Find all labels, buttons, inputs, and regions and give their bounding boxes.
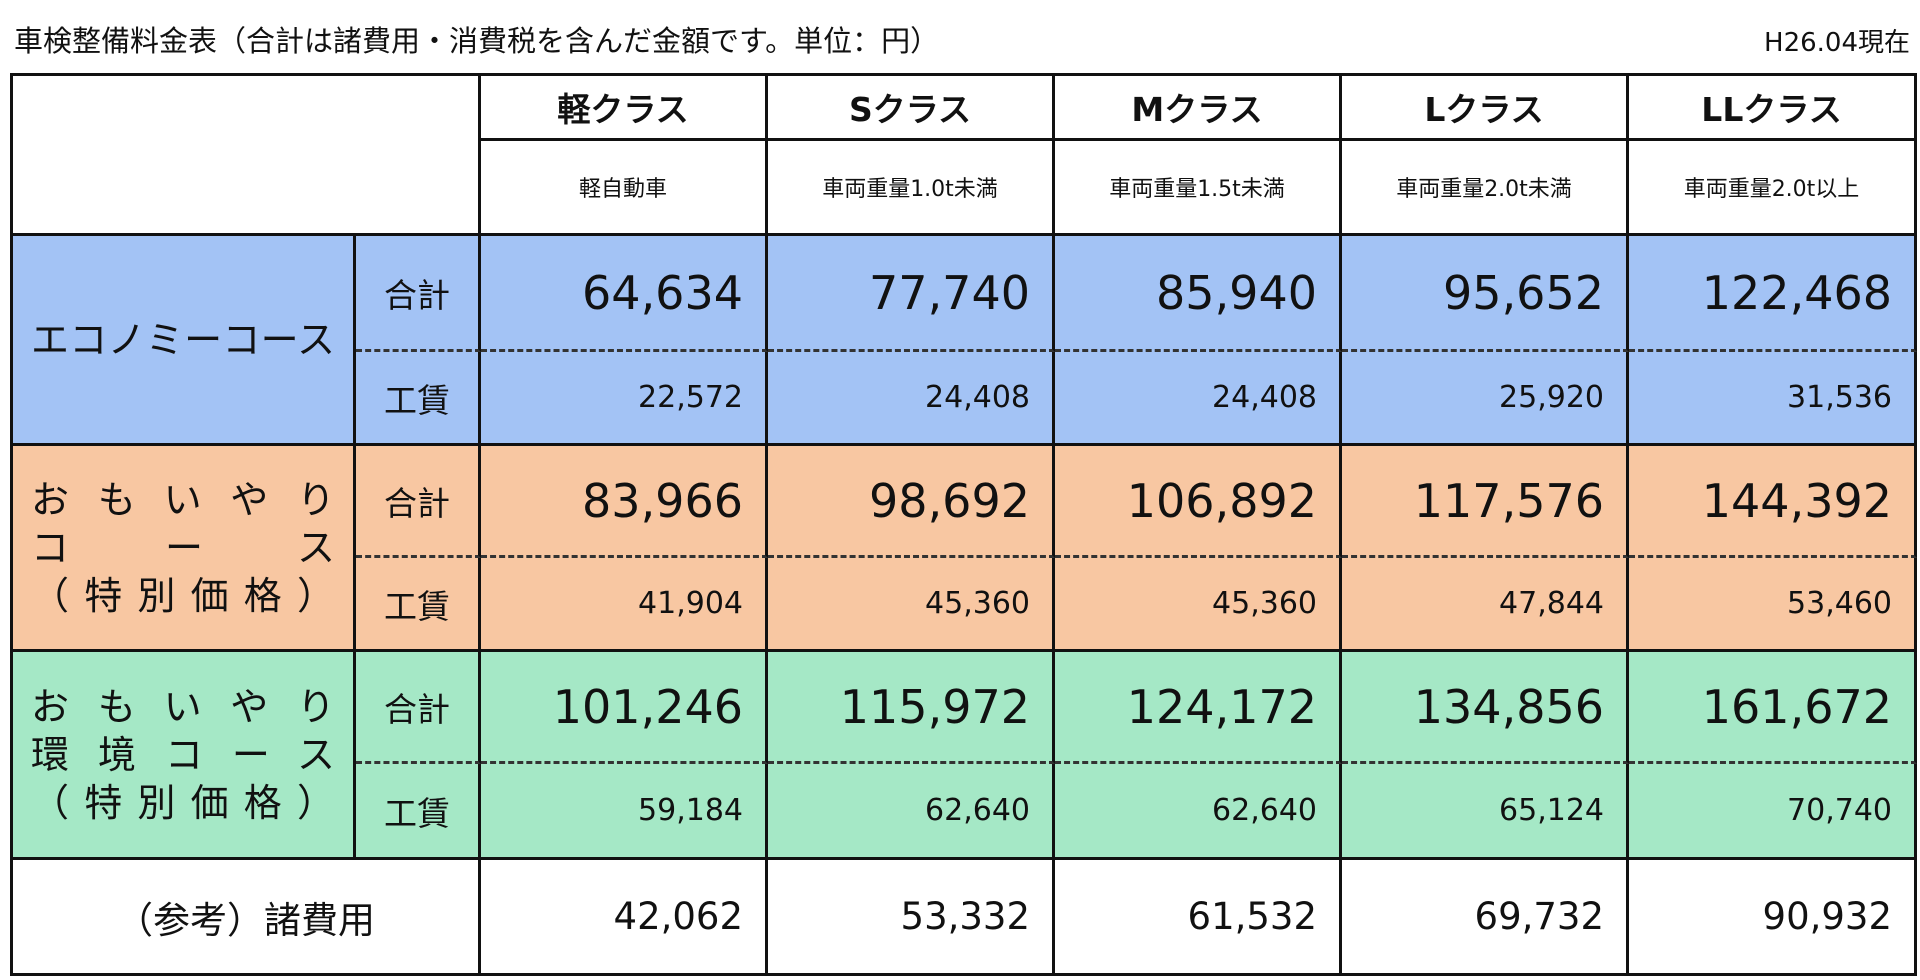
total-value: 77,740 — [768, 236, 1055, 352]
labor-value: 53,460 — [1629, 558, 1917, 652]
course-label-line: （特別価格） — [31, 573, 335, 618]
class-name: 軽クラス — [481, 76, 768, 141]
labor-label: 工賃 — [356, 352, 481, 446]
reference-value: 42,062 — [481, 860, 768, 976]
class-note: 車両重量2.0t未満 — [1342, 141, 1629, 236]
total-value: 117,576 — [1342, 446, 1629, 558]
class-name: LLクラス — [1629, 76, 1917, 141]
course-label: エコノミーコース — [13, 236, 356, 446]
labor-value: 45,360 — [768, 558, 1055, 652]
labor-value: 31,536 — [1629, 352, 1917, 446]
total-label: 合計 — [356, 446, 481, 558]
class-note: 車両重量1.0t未満 — [768, 141, 1055, 236]
reference-value: 61,532 — [1055, 860, 1342, 976]
labor-value: 24,408 — [768, 352, 1055, 446]
total-value: 134,856 — [1342, 652, 1629, 764]
title: 車検整備料金表（合計は諸費用・消費税を含んだ金額です。単位：円） — [14, 24, 940, 58]
labor-value: 24,408 — [1055, 352, 1342, 446]
course-label-line: 環境コース — [31, 732, 335, 777]
total-value: 124,172 — [1055, 652, 1342, 764]
reference-value: 53,332 — [768, 860, 1055, 976]
labor-value: 65,124 — [1342, 764, 1629, 860]
class-note: 車両重量1.5t未満 — [1055, 141, 1342, 236]
class-note: 車両重量2.0t以上 — [1629, 141, 1917, 236]
total-value: 106,892 — [1055, 446, 1342, 558]
labor-label: 工賃 — [356, 764, 481, 860]
reference-label: （参考）諸費用 — [13, 860, 481, 976]
labor-value: 22,572 — [481, 352, 768, 446]
total-label: 合計 — [356, 652, 481, 764]
price-table: 軽クラス 軽自動車 Sクラス 車両重量1.0t未満 Mクラス 車両重量1.5t未満 Lクラス… — [10, 73, 1917, 976]
course-label-line: （特別価格） — [31, 780, 335, 825]
total-value: 95,652 — [1342, 236, 1629, 352]
class-name: Sクラス — [768, 76, 1055, 141]
total-value: 64,634 — [481, 236, 768, 352]
total-value: 85,940 — [1055, 236, 1342, 352]
date: H26.04現在 — [1764, 28, 1910, 58]
labor-value: 45,360 — [1055, 558, 1342, 652]
labor-label: 工賃 — [356, 558, 481, 652]
labor-value: 47,844 — [1342, 558, 1629, 652]
total-value: 101,246 — [481, 652, 768, 764]
reference-value: 90,932 — [1629, 860, 1917, 976]
total-value: 122,468 — [1629, 236, 1917, 352]
course-label-line: エコノミーコース — [31, 317, 335, 362]
course-label-line: おもいやり — [31, 684, 335, 729]
total-value: 161,672 — [1629, 652, 1917, 764]
class-name: Mクラス — [1055, 76, 1342, 141]
course-label: おもいやり コース （特別価格） — [13, 446, 356, 652]
course-label: おもいやり 環境コース （特別価格） — [13, 652, 356, 860]
total-label: 合計 — [356, 236, 481, 352]
labor-value: 59,184 — [481, 764, 768, 860]
total-value: 83,966 — [481, 446, 768, 558]
labor-value: 70,740 — [1629, 764, 1917, 860]
class-note: 軽自動車 — [481, 141, 768, 236]
corner — [13, 76, 481, 236]
total-value: 115,972 — [768, 652, 1055, 764]
labor-value: 62,640 — [1055, 764, 1342, 860]
course-label-line: おもいやり — [31, 477, 335, 522]
reference-value: 69,732 — [1342, 860, 1629, 976]
total-value: 144,392 — [1629, 446, 1917, 558]
total-value: 98,692 — [768, 446, 1055, 558]
labor-value: 41,904 — [481, 558, 768, 652]
labor-value: 62,640 — [768, 764, 1055, 860]
labor-value: 25,920 — [1342, 352, 1629, 446]
course-label-line: コース — [31, 525, 335, 570]
class-name: Lクラス — [1342, 76, 1629, 141]
